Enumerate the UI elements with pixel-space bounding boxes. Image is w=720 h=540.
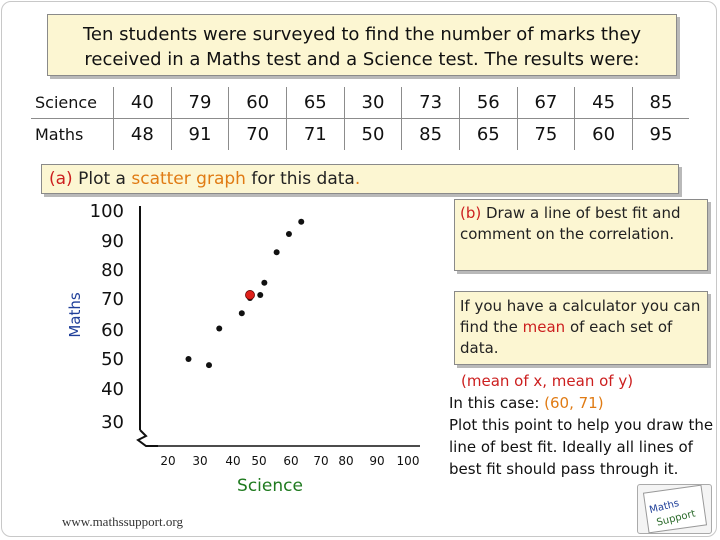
data-point bbox=[298, 218, 305, 225]
calc-tip-text-after: of each set of data. bbox=[460, 318, 673, 357]
y-tick-label: 90 bbox=[101, 231, 124, 252]
footer-url[interactable]: www.mathssupport.org bbox=[62, 514, 183, 529]
table-cell: 65 bbox=[459, 118, 518, 150]
table-cell: 45 bbox=[574, 87, 633, 119]
y-tick-label: 60 bbox=[101, 320, 124, 341]
logo-graphic: Maths Support bbox=[642, 484, 708, 534]
x-tick-label: 80 bbox=[338, 454, 353, 468]
data-point bbox=[261, 279, 268, 286]
table-cell: 85 bbox=[632, 87, 689, 119]
calculator-tip-box: If you have a calculator you can find th… bbox=[454, 291, 708, 365]
y-tick-label: 70 bbox=[101, 289, 124, 310]
table-cell: 48 bbox=[113, 118, 172, 150]
y-tick-label: 30 bbox=[101, 412, 124, 433]
data-point bbox=[273, 249, 280, 256]
table-cell: 75 bbox=[517, 118, 576, 150]
table-cell: 65 bbox=[286, 87, 345, 119]
mean-instructions: Plot this point to help you draw the lin… bbox=[449, 416, 714, 478]
y-tick-label: 80 bbox=[101, 260, 124, 281]
part-b-prefix: (b) bbox=[460, 204, 482, 222]
table-cell: 79 bbox=[171, 87, 230, 119]
table-cell: 71 bbox=[286, 118, 345, 150]
part-b-text: Draw a line of best fit and comment on t… bbox=[460, 204, 681, 243]
axis-break bbox=[136, 429, 158, 447]
table-cell: 91 bbox=[171, 118, 230, 150]
data-point bbox=[206, 362, 212, 369]
part-a-text-after: for this data bbox=[245, 169, 355, 189]
table-cell: 95 bbox=[649, 124, 673, 145]
y-axis-label: Maths bbox=[66, 292, 84, 338]
part-a-period: . bbox=[354, 169, 361, 189]
mean-value-label: In this case: bbox=[449, 394, 545, 412]
x-tick-label: 20 bbox=[160, 454, 175, 468]
data-point bbox=[185, 356, 192, 362]
part-a-box: (a) Plot a scatter graph for this data. bbox=[41, 164, 679, 194]
intro-line-2: received in a Maths test and a Science t… bbox=[84, 49, 640, 70]
table-cell: 67 bbox=[517, 87, 576, 119]
intro-box: Ten students were surveyed to find the n… bbox=[47, 14, 677, 76]
intro-line-1: Ten students were surveyed to find the n… bbox=[82, 24, 642, 45]
x-tick-label: 50 bbox=[251, 454, 266, 468]
table-cell: 70 bbox=[228, 118, 287, 150]
x-tick-label: 40 bbox=[225, 454, 240, 468]
x-axis-label: Science bbox=[237, 476, 303, 496]
row-header: Science bbox=[31, 87, 114, 119]
data-point bbox=[285, 230, 292, 237]
part-b-box: (b) Draw a line of best fit and comment … bbox=[454, 199, 708, 271]
x-tick-label: 70 bbox=[313, 454, 328, 468]
mean-notes: (mean of x, mean of y) In this case: (60… bbox=[449, 370, 717, 480]
table-row-maths: Maths 48 91 70 71 50 85 65 75 60 95 bbox=[31, 118, 689, 150]
table-cell: 60 bbox=[228, 87, 287, 119]
x-tick-label: 30 bbox=[192, 454, 207, 468]
mean-point bbox=[245, 290, 255, 300]
part-a-highlight: scatter graph bbox=[131, 169, 246, 189]
x-tick-label: 90 bbox=[369, 454, 384, 468]
data-point bbox=[238, 310, 245, 317]
part-a-text: Plot a bbox=[72, 169, 132, 189]
results-table: Science 40 79 60 65 30 73 56 67 45 85 Ma… bbox=[31, 87, 689, 150]
table-cell: 40 bbox=[113, 87, 172, 119]
y-tick-label: 50 bbox=[101, 349, 124, 370]
table-cell: 56 bbox=[459, 87, 518, 119]
row-header: Maths bbox=[31, 118, 114, 150]
mean-value-line: In this case: (60, 71) bbox=[449, 392, 717, 414]
data-point bbox=[257, 291, 264, 298]
x-tick-label: 60 bbox=[283, 454, 298, 468]
y-tick-label: 100 bbox=[90, 201, 124, 222]
table-cell: 60 bbox=[574, 118, 633, 150]
table-cell: 85 bbox=[401, 118, 460, 150]
table-cell: 73 bbox=[401, 87, 460, 119]
table-cell: 30 bbox=[344, 87, 403, 119]
table-row-science: Science 40 79 60 65 30 73 56 67 45 85 bbox=[31, 87, 689, 119]
x-tick-label: 100 bbox=[397, 454, 420, 468]
maths-support-logo: Maths Support bbox=[637, 484, 712, 534]
mean-notation: (mean of x, mean of y) bbox=[461, 372, 634, 390]
data-point bbox=[216, 325, 223, 332]
calc-tip-highlight: mean bbox=[522, 318, 566, 336]
mean-value: (60, 71) bbox=[544, 394, 604, 412]
calc-tip-text: If you have a calculator you can find th… bbox=[460, 297, 701, 336]
table-cell: 50 bbox=[344, 118, 403, 150]
y-tick-label: 40 bbox=[101, 379, 124, 400]
part-a-prefix: (a) bbox=[49, 169, 73, 189]
